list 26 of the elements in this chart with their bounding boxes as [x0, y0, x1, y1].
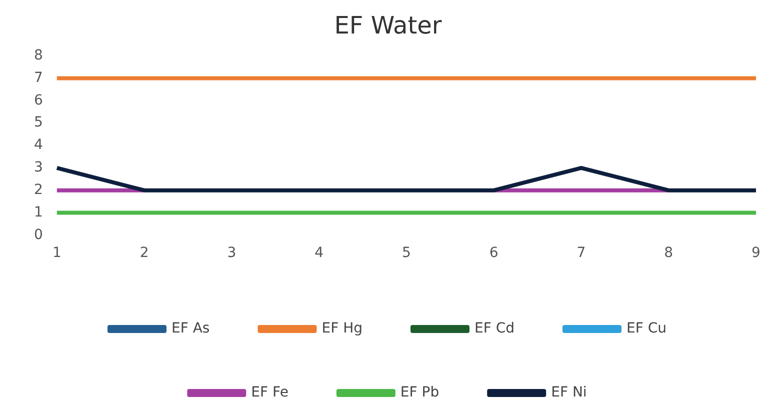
- y-tick-label: 7: [34, 70, 43, 86]
- x-tick-label: 7: [576, 245, 586, 262]
- x-tick-label: 6: [489, 245, 498, 262]
- x-tick-label: 1: [52, 245, 62, 262]
- legend-label: EF Hg: [322, 320, 362, 337]
- y-tick-label: 1: [34, 204, 43, 220]
- y-tick-label: 6: [34, 92, 43, 108]
- legend-label: EF Cu: [626, 320, 666, 337]
- y-tick-label: 3: [34, 160, 43, 176]
- legend-label: EF As: [172, 320, 210, 337]
- y-tick-label: 8: [34, 47, 43, 64]
- legend-label: EF Ni: [551, 384, 587, 401]
- legend-label: EF Cd: [474, 320, 515, 337]
- legend-label: EF Pb: [400, 384, 440, 401]
- x-tick-label: 9: [752, 245, 760, 262]
- y-tick-label: 0: [34, 226, 43, 243]
- x-tick-label: 8: [664, 245, 674, 262]
- x-tick-label: 4: [314, 245, 324, 262]
- y-tick-label: 4: [34, 137, 43, 154]
- y-tick-label: 5: [34, 114, 43, 131]
- x-tick-label: 2: [140, 245, 149, 262]
- chart-title: EF Water: [334, 12, 442, 40]
- x-tick-label: 5: [402, 245, 411, 262]
- y-tick-label: 2: [34, 182, 43, 198]
- x-tick-label: 3: [227, 245, 236, 262]
- legend-label: EF Fe: [251, 384, 288, 401]
